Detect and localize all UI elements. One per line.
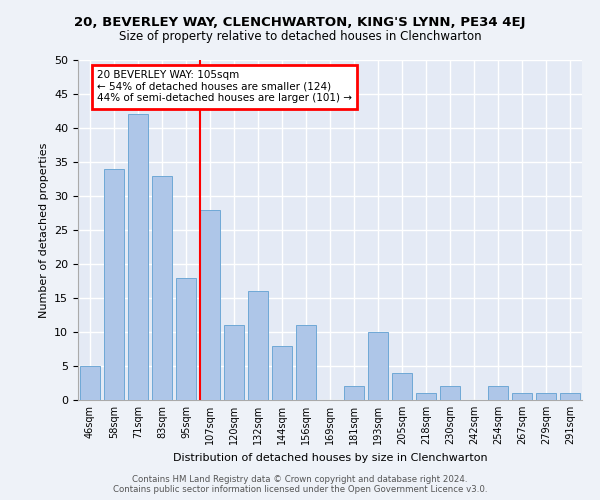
Text: 20 BEVERLEY WAY: 105sqm
← 54% of detached houses are smaller (124)
44% of semi-d: 20 BEVERLEY WAY: 105sqm ← 54% of detache… bbox=[97, 70, 352, 103]
Bar bbox=[368, 332, 388, 400]
Y-axis label: Number of detached properties: Number of detached properties bbox=[38, 142, 49, 318]
Text: Contains HM Land Registry data © Crown copyright and database right 2024.
Contai: Contains HM Land Registry data © Crown c… bbox=[113, 474, 487, 494]
Bar bbox=[200, 210, 220, 400]
Text: 20, BEVERLEY WAY, CLENCHWARTON, KING'S LYNN, PE34 4EJ: 20, BEVERLEY WAY, CLENCHWARTON, KING'S L… bbox=[74, 16, 526, 29]
Bar bbox=[560, 393, 580, 400]
Bar bbox=[224, 325, 244, 400]
Bar bbox=[104, 169, 124, 400]
Bar bbox=[392, 373, 412, 400]
Bar bbox=[152, 176, 172, 400]
Bar bbox=[80, 366, 100, 400]
Bar bbox=[176, 278, 196, 400]
Bar bbox=[272, 346, 292, 400]
Bar bbox=[440, 386, 460, 400]
Bar bbox=[512, 393, 532, 400]
X-axis label: Distribution of detached houses by size in Clenchwarton: Distribution of detached houses by size … bbox=[173, 452, 487, 462]
Bar bbox=[128, 114, 148, 400]
Text: Size of property relative to detached houses in Clenchwarton: Size of property relative to detached ho… bbox=[119, 30, 481, 43]
Bar bbox=[296, 325, 316, 400]
Bar bbox=[416, 393, 436, 400]
Bar bbox=[344, 386, 364, 400]
Bar bbox=[248, 291, 268, 400]
Bar bbox=[536, 393, 556, 400]
Bar bbox=[488, 386, 508, 400]
